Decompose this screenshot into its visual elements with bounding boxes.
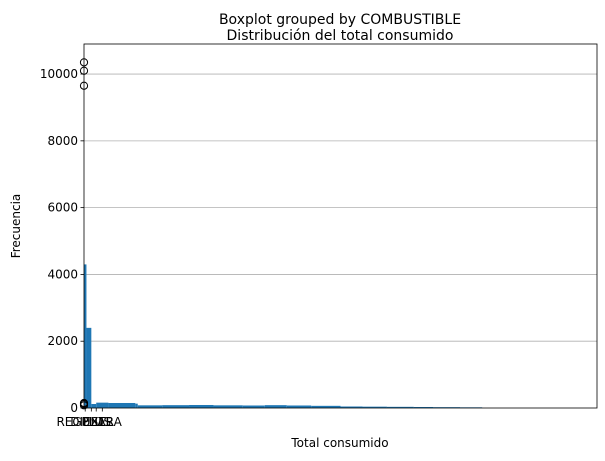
y-axis-label: Frecuencia <box>9 194 23 259</box>
y-tick-label: 2000 <box>47 334 78 348</box>
x-tick-label: REGULAR <box>56 415 114 429</box>
histogram-bar <box>86 327 92 408</box>
histogram-bar <box>84 264 87 408</box>
gridlines <box>84 73 597 342</box>
histogram-bars <box>84 264 483 408</box>
histogram-bar <box>91 403 97 408</box>
y-tick-label: 8000 <box>47 134 78 148</box>
histogram-bar <box>137 405 163 408</box>
histogram-bar <box>311 405 341 408</box>
histogram-bar <box>386 406 414 408</box>
histogram-bar <box>108 402 136 408</box>
histogram-bar <box>433 407 461 408</box>
histogram-bar <box>189 404 214 408</box>
y-tick-label: 0 <box>70 401 78 415</box>
histogram-bar <box>286 405 312 408</box>
histogram-bar <box>96 402 109 408</box>
histogram-bar <box>242 405 265 408</box>
x-tick-label: PLUS <box>81 415 111 429</box>
x-axis-label: Total consumido <box>290 436 388 450</box>
histogram-bar <box>135 403 138 408</box>
y-tick-label: 6000 <box>47 201 78 215</box>
plot-frame <box>83 43 598 409</box>
histogram-bar <box>340 406 363 408</box>
histogram-bar <box>264 405 287 408</box>
x-tick-label: DIESEL <box>70 415 113 429</box>
x-tick-label: EXTRA <box>83 415 123 429</box>
chart-suptitle: Boxplot grouped by COMBUSTIBLE <box>219 12 461 28</box>
y-axis-ticks: 0 2000 4000 6000 8000 10000 <box>40 67 84 415</box>
histogram-bar <box>362 406 387 408</box>
histogram-bar <box>413 406 434 408</box>
y-tick-label: 10000 <box>40 67 78 81</box>
chart-title: Distribución del total consumido <box>227 28 454 44</box>
histogram-bar <box>213 405 243 408</box>
y-tick-label: 4000 <box>47 267 78 281</box>
histogram-bar <box>162 405 190 408</box>
